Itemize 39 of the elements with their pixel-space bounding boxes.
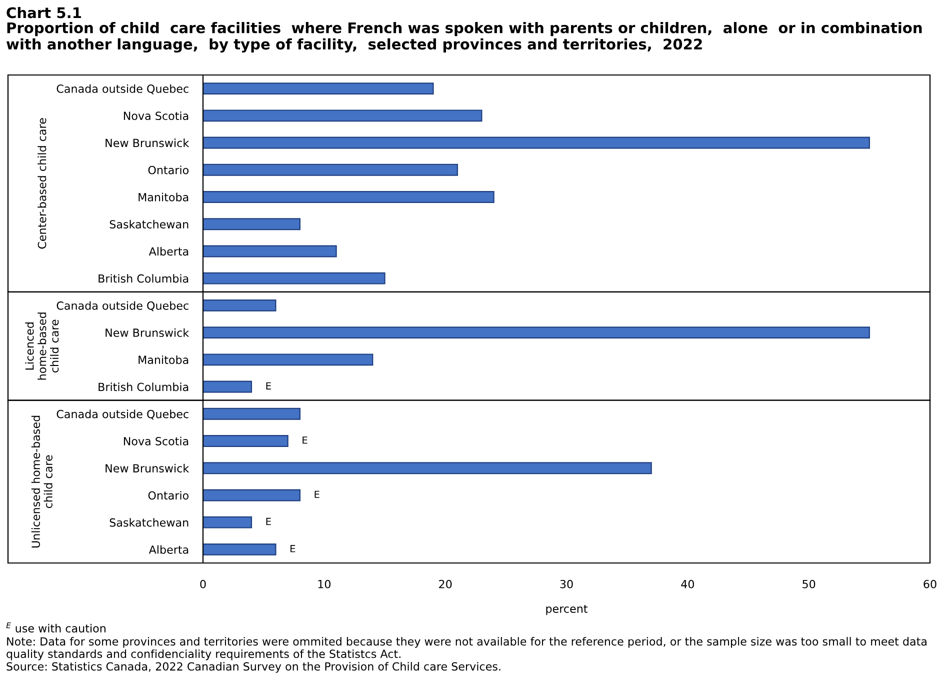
x-tick-label: 60 [924,580,936,588]
y-tick-label: Nova Scotia [124,436,188,446]
source-note: Source: Statistics Canada, 2022 Canadian Survey on the Provision of Child care Services. [6,662,500,673]
x-tick-label: 10 [318,580,330,588]
y-tick-label: New Brunswick [106,464,190,472]
x-tick-label: 50 [802,580,816,588]
chart-subtitle: Proportion of child care facilities where French was spoken with parents or children, alone or in combination with another language, by type of facility, selected provinces and territories, 2022 [6,22,922,53]
y-tick-label: Canada outside Quebec [56,84,188,94]
x-tick-label: 30 [560,580,573,588]
y-tick-label: New Brunswick [106,328,190,337]
data-label: E [314,490,320,498]
x-tick-label: 40 [681,580,694,588]
data-label: E [290,545,296,552]
x-tick-label: 20 [439,580,452,588]
y-tick-label: British Columbia [98,274,188,283]
y-tick-label: Canada outside Quebec [56,301,188,312]
text: Note: Data for some provinces and territories were ommited because they were not available for the reference period, or the sample size was too small to meet data quality standards and confidenciality requirements of the Statistcs Act. [6,637,926,660]
y-tick-label: British Columbia [98,382,188,392]
y-tick-label: Saskatchewan [110,518,188,527]
y-tick-label: Alberta [148,545,188,554]
y-tick-label: Manitoba [138,192,188,202]
y-tick-label: Ontario [148,166,189,174]
y-tick-label: Canada outside Quebec [56,410,188,420]
text: Chart 5.1 [6,6,81,18]
y-tick-label: Manitoba [138,355,188,364]
y-tick-label: New Brunswick [106,138,190,148]
data-label: E [302,436,308,444]
x-axis-title: percent [546,604,588,616]
y-tick-label: Alberta [148,247,188,256]
y-axis-title: Unlicensed home-based child care [31,416,52,548]
text: $^{E}$ use with caution [6,622,106,633]
y-tick-label: Ontario [148,491,189,500]
y-tick-label: Nova Scotia [124,111,188,120]
y-axis-title: Center-based child care [38,118,46,249]
data-label: E [266,518,271,526]
y-tick-label: Saskatchewan [110,220,188,228]
x-tick-label: 0 [200,580,206,588]
data-label: E [266,382,271,390]
y-axis-title: Licenced home-based child care [25,312,59,380]
